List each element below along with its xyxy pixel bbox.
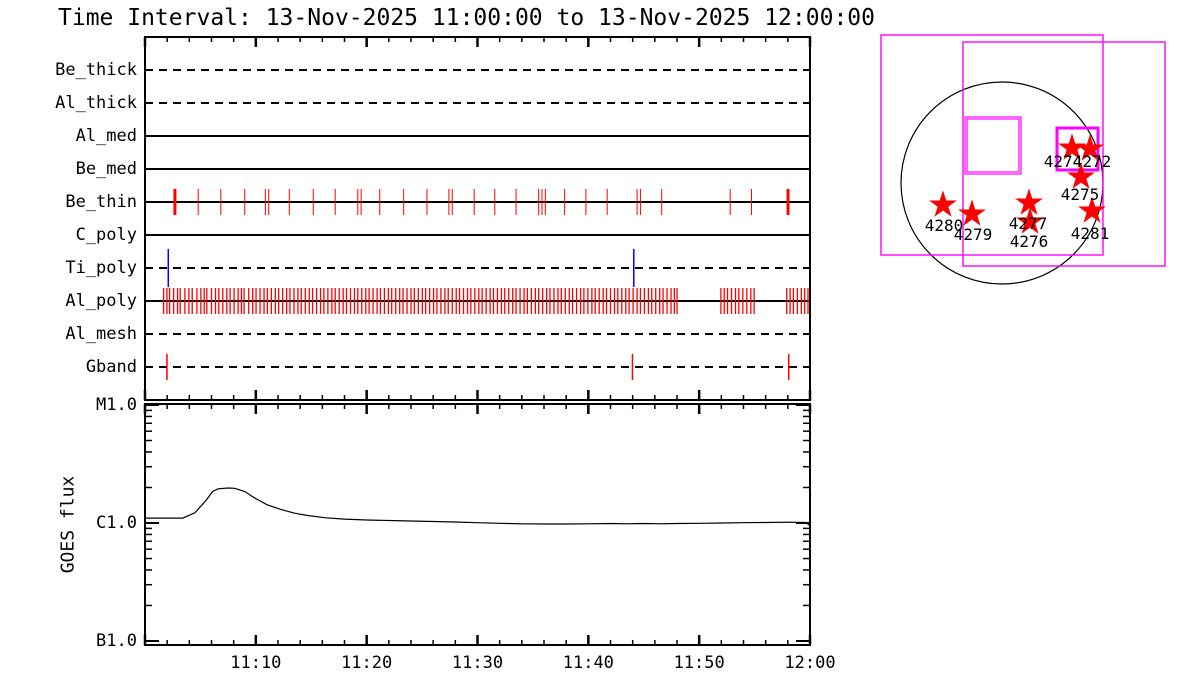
filter-row-label-Ti_poly: Ti_poly (65, 258, 137, 278)
filter-row-label-Al_mesh: Al_mesh (65, 324, 137, 344)
active-region-label-4274: 4274 (1043, 152, 1083, 171)
filter-row-label-Gband: Gband (85, 357, 137, 377)
active-region-label-4276: 4276 (1009, 232, 1049, 251)
active-region-label-4275: 4275 (1060, 185, 1100, 204)
active-region-star-4277 (1015, 188, 1043, 215)
goes-xtick-label: 11:30 (451, 653, 504, 673)
active-region-label-4277: 4277 (1008, 214, 1048, 233)
active-region-star-4275 (1067, 162, 1095, 189)
page-title: Time Interval: 13-Nov-2025 11:00:00 to 1… (58, 5, 875, 31)
goes-xtick-label: 12:00 (784, 653, 836, 673)
fov-box-small (964, 116, 1022, 175)
active-region-star-4279 (958, 199, 986, 226)
goes-frame (144, 403, 811, 646)
goes-ytick-label: B1.0 (96, 631, 137, 651)
goes-ytick-label: C1.0 (96, 513, 137, 533)
goes-axis-title: GOES flux (57, 475, 79, 574)
goes-xtick-label: 11:20 (341, 653, 393, 673)
goes-xtick-label: 11:10 (230, 653, 282, 673)
filter-row-label-Al_med: Al_med (75, 126, 137, 146)
active-region-star-4281 (1078, 196, 1106, 223)
solar-limb-circle (900, 81, 1104, 285)
fov-box-small (966, 118, 1020, 173)
active-region-label-4272: 4272 (1072, 152, 1112, 171)
goes-xtick-label: 11:40 (562, 653, 614, 673)
filter-row-label-Al_poly: Al_poly (65, 291, 137, 311)
active-region-star-4280 (929, 190, 957, 217)
active-region-star-4276 (1016, 207, 1044, 234)
timeline-frame (144, 36, 811, 401)
goes-xtick-label: 11:50 (673, 653, 725, 673)
goes-flux-curve (145, 487, 811, 527)
active-region-star-4274 (1058, 133, 1086, 160)
goes-ytick-label: M1.0 (96, 395, 137, 415)
fov-box-target (1055, 126, 1100, 172)
active-region-label-4281: 4281 (1070, 224, 1110, 243)
filter-row-label-Al_thick: Al_thick (55, 93, 137, 113)
filter-row-label-Be_med: Be_med (75, 159, 137, 179)
active-region-label-4280: 4280 (924, 216, 964, 235)
filter-row-label-Be_thin: Be_thin (65, 192, 137, 212)
filter-row-label-Be_thick: Be_thick (55, 60, 137, 80)
filter-row-label-C_poly: C_poly (75, 225, 137, 245)
active-region-star-4272 (1076, 134, 1104, 161)
fov-box-large-2 (962, 41, 1166, 267)
active-region-label-4279: 4279 (953, 225, 993, 244)
